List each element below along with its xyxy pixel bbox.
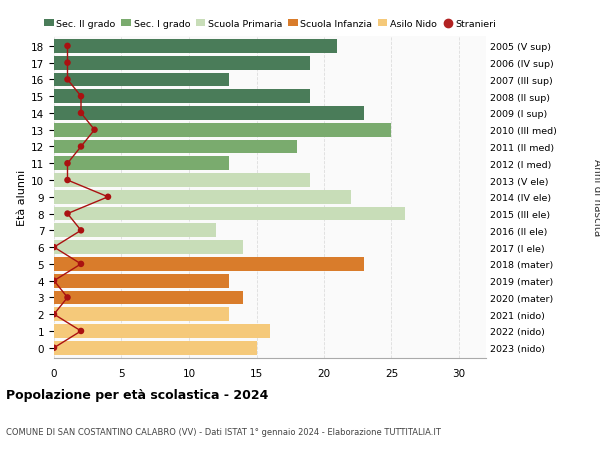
Bar [54, 90, 311, 104]
Point [76, 144, 86, 151]
Point [63, 160, 72, 168]
Point [63, 210, 72, 218]
Bar [54, 325, 270, 338]
Bar [54, 56, 311, 70]
Point [49, 244, 59, 251]
Point [49, 311, 59, 318]
Point [63, 177, 72, 185]
Bar [54, 308, 229, 321]
Point [90, 127, 100, 134]
Bar [54, 140, 297, 154]
Bar [54, 207, 405, 221]
Bar [54, 224, 216, 238]
Bar [54, 241, 243, 254]
Text: Anni di nascita: Anni di nascita [592, 159, 600, 236]
Bar [54, 190, 351, 204]
Point [63, 294, 72, 302]
Point [76, 328, 86, 335]
Point [63, 43, 72, 50]
Y-axis label: Età alunni: Età alunni [17, 169, 27, 225]
Point [63, 77, 72, 84]
Point [76, 227, 86, 235]
Point [76, 93, 86, 101]
Bar [54, 73, 229, 87]
Point [76, 110, 86, 118]
Point [76, 261, 86, 268]
Bar [54, 257, 364, 271]
Bar [54, 123, 391, 137]
Point [103, 194, 113, 201]
Point [49, 344, 59, 352]
Text: COMUNE DI SAN COSTANTINO CALABRO (VV) - Dati ISTAT 1° gennaio 2024 - Elaborazion: COMUNE DI SAN COSTANTINO CALABRO (VV) - … [6, 427, 441, 436]
Point [49, 277, 59, 285]
Legend: Sec. II grado, Sec. I grado, Scuola Primaria, Scuola Infanzia, Asilo Nido, Stran: Sec. II grado, Sec. I grado, Scuola Prim… [44, 20, 496, 29]
Bar [54, 174, 311, 187]
Bar [54, 291, 243, 305]
Bar [54, 40, 337, 54]
Bar [54, 157, 229, 171]
Bar [54, 107, 364, 121]
Point [63, 60, 72, 67]
Bar [54, 274, 229, 288]
Bar [54, 341, 257, 355]
Text: Popolazione per età scolastica - 2024: Popolazione per età scolastica - 2024 [6, 388, 268, 401]
